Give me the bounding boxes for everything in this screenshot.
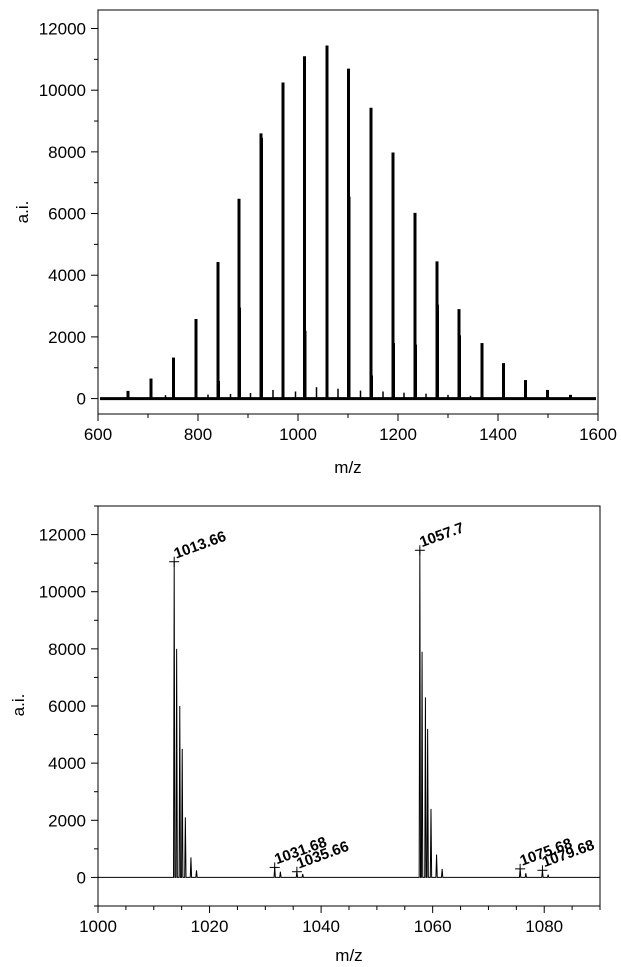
- top-x-tick-label: 600: [84, 425, 112, 444]
- top-x-tick-label: 1000: [279, 425, 317, 444]
- top-x-tick-label: 1600: [579, 425, 617, 444]
- bottom-y-axis-title: a.i.: [9, 694, 28, 717]
- bottom-x-tick-label: 1000: [79, 917, 117, 936]
- bottom-x-axis-title: m/z: [335, 946, 362, 965]
- bottom-y-tick-label: 12000: [39, 526, 86, 545]
- top-y-tick-label: 8000: [48, 143, 86, 162]
- top-y-tick-label: 4000: [48, 266, 86, 285]
- bottom-y-tick-label: 10000: [39, 583, 86, 602]
- top-y-tick-label: 2000: [48, 328, 86, 347]
- top-y-tick-label: 6000: [48, 205, 86, 224]
- top-x-tick-label: 1400: [479, 425, 517, 444]
- bottom-y-tick-label: 2000: [48, 811, 86, 830]
- bottom-y-tick-label: 4000: [48, 754, 86, 773]
- bottom-peak-label: 1057.7: [417, 519, 466, 551]
- top-spectrum-panel: m/z a.i. 600 800 1000 1200 1400 1600 0 2000 4000…: [13, 9, 617, 477]
- top-x-tick-label: 1200: [379, 425, 417, 444]
- bottom-x-tick-label: 1040: [302, 917, 340, 936]
- bottom-y-tick-label: 8000: [48, 640, 86, 659]
- bottom-spectrum-panel: m/z a.i. 1000 1020 1040 1060 1080 0 2000 4000 60…: [9, 505, 601, 965]
- top-x-axis-title: m/z: [334, 458, 361, 477]
- bottom-y-tick-label: 6000: [48, 697, 86, 716]
- top-y-axis-title: a.i.: [13, 201, 32, 224]
- bottom-x-tick-label: 1080: [525, 917, 563, 936]
- bottom-peak-label: 1013.66: [172, 528, 229, 563]
- top-y-tick-label: 10000: [39, 81, 86, 100]
- bottom-x-tick-label: 1020: [191, 917, 229, 936]
- top-x-tick-label: 800: [184, 425, 212, 444]
- bottom-y-tick-label: 0: [77, 868, 86, 887]
- bottom-spectrum-line: [98, 550, 600, 878]
- bottom-x-tick-label: 1060: [414, 917, 452, 936]
- top-y-tick-label: 0: [77, 390, 86, 409]
- top-y-tick-label: 12000: [39, 20, 86, 39]
